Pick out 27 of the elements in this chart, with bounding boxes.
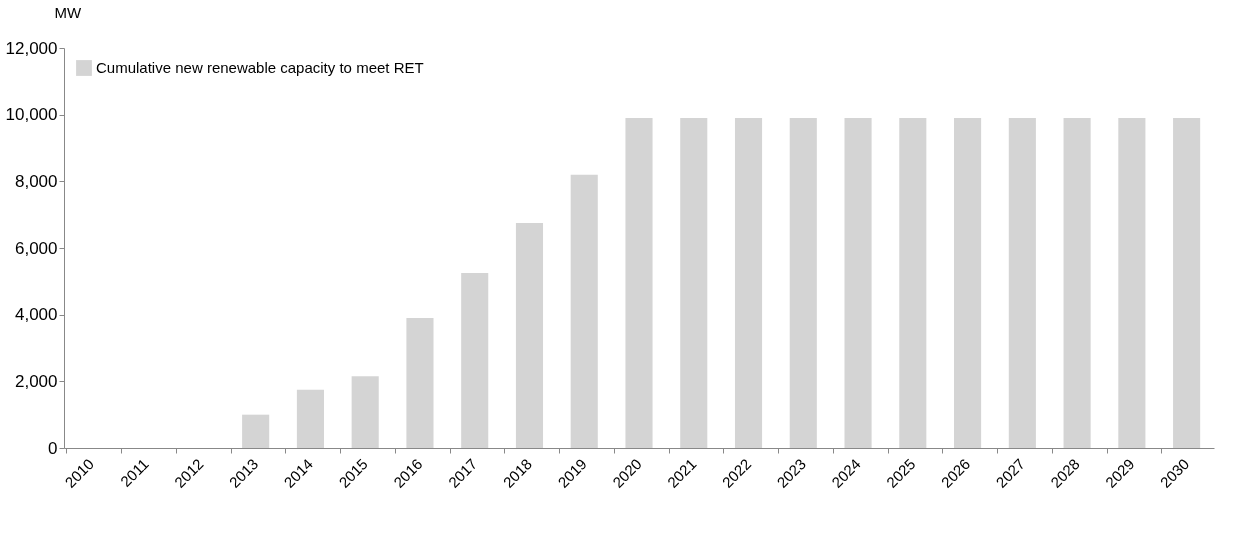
y-tick-label: 8,000 — [14, 171, 58, 191]
y-tick-label: 4,000 — [14, 305, 58, 325]
bar — [844, 118, 872, 448]
bar — [461, 273, 489, 448]
y-tick-label: 10,000 — [5, 105, 58, 125]
bar — [680, 118, 708, 448]
y-tick-label: 6,000 — [14, 238, 58, 258]
y-tick-label: 2,000 — [14, 371, 58, 391]
legend-label: Cumulative new renewable capacity to meet RET — [96, 59, 424, 76]
y-tick-label: 12,000 — [5, 38, 58, 58]
bar — [242, 414, 270, 448]
bar — [351, 376, 379, 448]
bar — [1118, 118, 1146, 448]
y-axis-title: MW — [54, 3, 82, 21]
bar — [570, 174, 598, 448]
bar — [954, 118, 982, 448]
y-tick-label: 0 — [48, 438, 58, 458]
bar — [406, 318, 434, 448]
bar — [625, 118, 653, 448]
bar — [1008, 118, 1036, 448]
bar — [734, 118, 763, 448]
bar — [296, 389, 324, 448]
bar — [789, 118, 817, 448]
bar — [899, 118, 927, 448]
bar — [515, 223, 544, 448]
bar — [1173, 118, 1201, 448]
bar — [1063, 118, 1091, 448]
